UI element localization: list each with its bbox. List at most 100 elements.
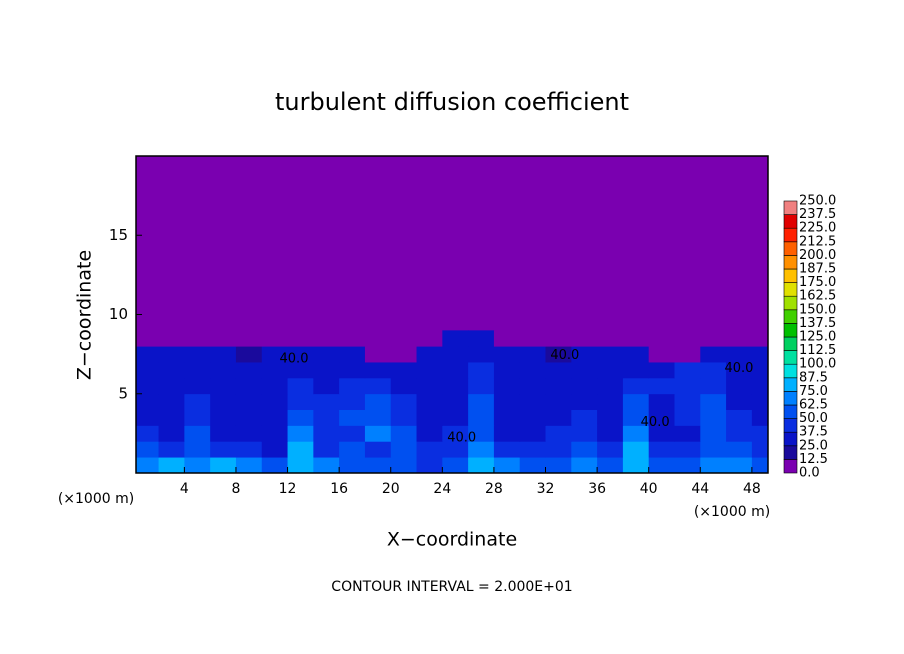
field-cell [210, 377, 237, 395]
colorbar-segment [783, 418, 798, 433]
field-cell [339, 377, 366, 395]
field-cell [493, 393, 521, 410]
field-cell [261, 457, 288, 474]
field-cell [416, 362, 443, 379]
colorbar-segment [783, 268, 798, 283]
field-cell [442, 330, 469, 347]
field-cell [442, 377, 469, 395]
field-cell [313, 330, 340, 347]
field-cell [674, 441, 701, 458]
field-cell [339, 457, 366, 474]
field-cell [622, 330, 650, 347]
x-tick-label: 16 [330, 481, 348, 497]
field-cell [545, 330, 572, 347]
colorbar-label: 175.0 [799, 275, 836, 290]
colorbar-segment [783, 200, 798, 215]
colorbar-segment [783, 459, 798, 474]
field-cell [136, 362, 159, 379]
colorbar-segment [783, 282, 798, 297]
field-cell [339, 425, 366, 442]
field-cell [493, 346, 521, 363]
chart-title: turbulent diffusion coefficient [275, 88, 629, 116]
field-cell [287, 441, 314, 458]
field-cell [571, 393, 598, 410]
field-cell [597, 377, 624, 395]
field-cell [726, 330, 753, 347]
field-cell [674, 409, 701, 426]
field-cell [313, 377, 340, 395]
field-cell [648, 409, 675, 426]
field-cell [158, 362, 185, 379]
field-cell [519, 330, 546, 347]
field-cell [519, 377, 546, 395]
colorbar-label: 162.5 [799, 289, 836, 304]
y-axis-label: Z−coordinate [74, 250, 96, 380]
field-cell [700, 377, 727, 395]
field-cell [545, 346, 572, 363]
field-cell [210, 441, 237, 458]
field-cell [700, 346, 727, 363]
field-cell [390, 346, 417, 363]
field-cell [158, 409, 185, 426]
x-axis-label: X−coordinate [387, 529, 517, 551]
field-cell [364, 346, 392, 363]
field-cell [287, 425, 314, 442]
field-cell [674, 425, 701, 442]
field-cell [235, 425, 263, 442]
field-cell [184, 441, 211, 458]
field-cell [493, 377, 521, 395]
colorbar-segment [783, 214, 798, 229]
field-cell [339, 441, 366, 458]
field-cell [468, 362, 495, 379]
field-cell [313, 409, 340, 426]
field-cell [751, 457, 769, 474]
field-cell [597, 362, 624, 379]
field-cell [442, 457, 469, 474]
colorbar-segment [783, 336, 798, 351]
field-cell [726, 377, 753, 395]
field-cell [235, 409, 263, 426]
field-cell [416, 346, 443, 363]
field-cell [622, 457, 650, 474]
x-tick-label: 20 [382, 481, 400, 497]
field-cell [571, 377, 598, 395]
field-cell [571, 362, 598, 379]
field-cell [493, 330, 521, 347]
field-cell [313, 362, 340, 379]
field-cell [751, 425, 769, 442]
field-cell [442, 393, 469, 410]
field-cell [493, 425, 521, 442]
colorbar-label: 225.0 [799, 221, 836, 236]
field-cell [210, 346, 237, 363]
field-cell [700, 425, 727, 442]
field-cell [416, 393, 443, 410]
field-cell [545, 409, 572, 426]
field-cell [519, 457, 546, 474]
field-cell [313, 441, 340, 458]
field-cell [261, 330, 288, 347]
field-cell [158, 457, 185, 474]
field-cell [184, 457, 211, 474]
field-cell [210, 330, 237, 347]
field-cell [622, 346, 650, 363]
x-tick-label: 12 [279, 481, 297, 497]
field-cell [545, 377, 572, 395]
field-cell [390, 409, 417, 426]
field-cell [184, 330, 211, 347]
field-cell [700, 362, 727, 379]
field-cell [545, 441, 572, 458]
colorbar-label: 12.5 [799, 452, 828, 467]
colorbar-label: 50.0 [799, 411, 828, 426]
field-cell [287, 377, 314, 395]
field-cell [726, 425, 753, 442]
field-cell [184, 362, 211, 379]
colorbar-segment [783, 445, 798, 460]
x-tick-label: 36 [588, 481, 606, 497]
field-cell [597, 425, 624, 442]
field-cell [136, 393, 159, 410]
field-cell [726, 393, 753, 410]
field-cell [648, 457, 675, 474]
field-cell [648, 330, 675, 347]
field-cell [726, 441, 753, 458]
colorbar-label: 37.5 [799, 425, 828, 440]
